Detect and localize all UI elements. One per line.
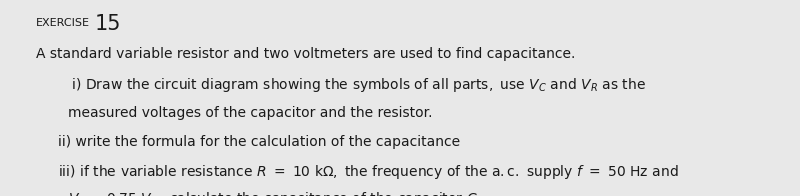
Text: ii) write the formula for the calculation of the capacitance: ii) write the formula for the calculatio… <box>58 135 460 149</box>
Text: EXERCISE: EXERCISE <box>36 18 90 28</box>
Text: $\mathrm{iii)\ if\ the\ variable\ resistance\ }R\mathrm{\ =\ 10\ k\Omega,\ the\ : $\mathrm{iii)\ if\ the\ variable\ resist… <box>58 163 678 181</box>
Text: $\mathrm{\ \ \ i)\ Draw\ the\ circuit\ diagram\ showing\ the\ symbols\ of\ all\ : $\mathrm{\ \ \ i)\ Draw\ the\ circuit\ d… <box>58 76 646 94</box>
Text: 15: 15 <box>94 14 121 34</box>
Text: measured voltages of the capacitor and the resistor.: measured voltages of the capacitor and t… <box>68 106 433 120</box>
Text: A standard variable resistor and two voltmeters are used to find capacitance.: A standard variable resistor and two vol… <box>36 47 575 61</box>
Text: $V_C\mathrm{=\ 0.75\ }V_R\mathrm{;\ calculate\ the\ capacitance\ of\ the\ capaci: $V_C\mathrm{=\ 0.75\ }V_R\mathrm{;\ calc… <box>68 190 481 196</box>
